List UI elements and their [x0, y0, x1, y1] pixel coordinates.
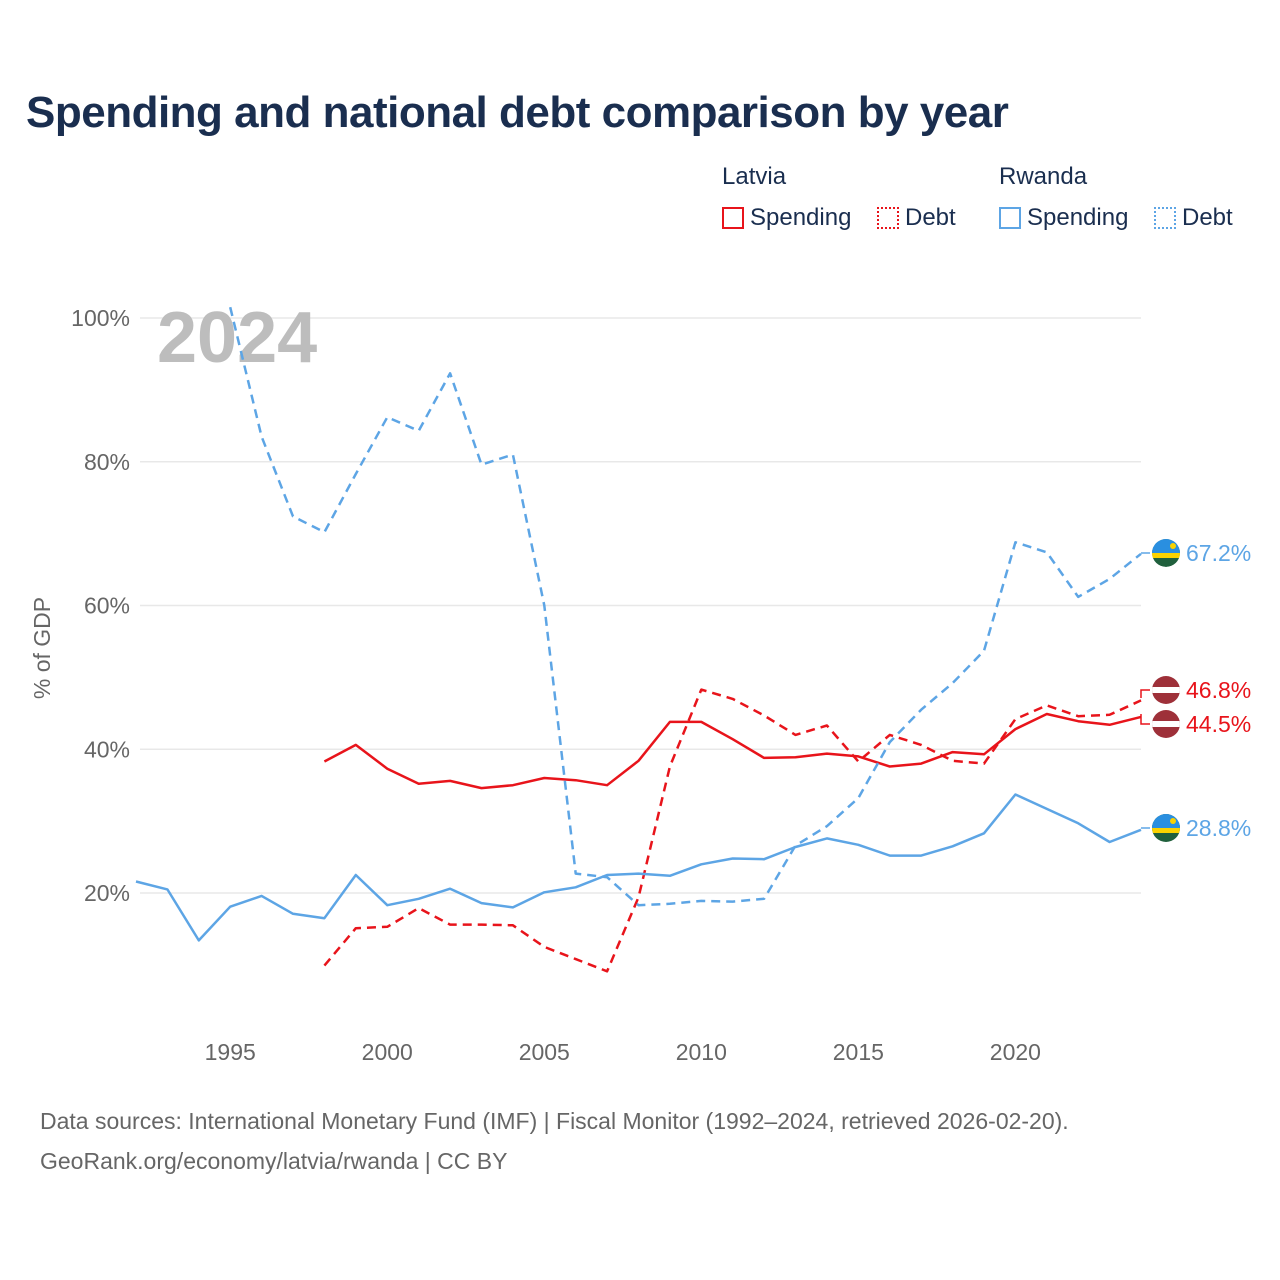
latvia-flag-icon: [1152, 676, 1180, 704]
y-axis-ticks: 20% 40% 60% 80% 100%: [71, 305, 130, 906]
rwanda-flag-icon: [1152, 539, 1180, 567]
legend-swatch-rwanda-spending: [999, 207, 1021, 229]
legend-label: Spending: [750, 204, 852, 231]
series-line-rwanda-debt[interactable]: [228, 306, 1142, 907]
series-line-rwanda-spending[interactable]: [135, 793, 1142, 942]
connector-latvia-debt: [1140, 689, 1150, 698]
series-line-latvia-debt[interactable]: [323, 688, 1142, 973]
legend-rwanda-debt[interactable]: Debt: [1154, 204, 1233, 232]
end-label-rwanda-spending: 28.8%: [1186, 815, 1251, 841]
series-line-latvia-spending[interactable]: [323, 712, 1142, 790]
y-tick-label: 40%: [84, 736, 130, 762]
rwanda-flag-icon: [1152, 814, 1180, 842]
legend-swatch-latvia-debt: [877, 207, 899, 229]
legend-latvia-debt[interactable]: Debt: [877, 204, 956, 232]
legend-country-latvia: Latvia: [722, 163, 787, 190]
y-tick-label: 20%: [84, 880, 130, 906]
x-tick-label: 2005: [519, 1039, 570, 1065]
end-label-latvia-debt: 46.8%: [1186, 677, 1251, 703]
legend-label: Spending: [1027, 204, 1129, 231]
connector-latvia-spending: [1140, 714, 1150, 725]
x-tick-label: 1995: [205, 1039, 256, 1065]
legend-swatch-latvia-spending: [722, 207, 744, 229]
legend-swatch-rwanda-debt: [1154, 207, 1176, 229]
legend-country-rwanda: Rwanda: [999, 163, 1088, 190]
y-tick-label: 60%: [84, 593, 130, 619]
footer-sources: Data sources: International Monetary Fun…: [40, 1108, 1069, 1134]
chart-title: Spending and national debt comparison by…: [26, 88, 1009, 137]
legend-latvia-spending[interactable]: Spending: [722, 204, 851, 232]
y-tick-label: 100%: [71, 305, 130, 331]
gridlines: [140, 317, 1141, 894]
x-tick-label: 2020: [990, 1039, 1041, 1065]
x-tick-label: 2015: [833, 1039, 884, 1065]
series-lines: [135, 306, 1142, 973]
legend-rwanda-spending[interactable]: Spending: [999, 204, 1128, 232]
end-label-latvia-spending: 44.5%: [1186, 711, 1251, 737]
latvia-flag-icon: [1152, 710, 1180, 738]
legend-label: Debt: [905, 204, 956, 231]
end-label-rwanda-debt: 67.2%: [1186, 540, 1251, 566]
x-tick-label: 2010: [676, 1039, 727, 1065]
y-axis-label: % of GDP: [29, 597, 55, 699]
footer-attribution[interactable]: GeoRank.org/economy/latvia/rwanda | CC B…: [40, 1148, 508, 1174]
legend-label: Debt: [1182, 204, 1233, 231]
x-axis-ticks: 1995 2000 2005 2010 2015 2020: [205, 1039, 1041, 1065]
x-tick-label: 2000: [362, 1039, 413, 1065]
y-tick-label: 80%: [84, 449, 130, 475]
